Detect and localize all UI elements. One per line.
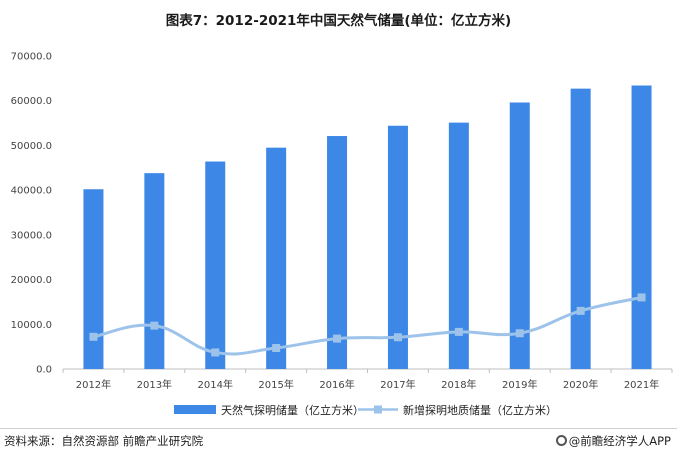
bar xyxy=(83,189,104,369)
legend-bar-label: 天然气探明储量（亿立方米） xyxy=(221,403,364,417)
brand-logo-icon xyxy=(555,435,567,446)
x-tick-label: 2019年 xyxy=(502,378,537,391)
brand-label: @前瞻经济学人APP xyxy=(555,433,671,449)
bar xyxy=(387,125,408,369)
y-axis: 0.0 10000.0 20000.0 30000.0 40000.0 50000.0 60… xyxy=(11,52,52,376)
x-axis: 2012年 2013年 2014年 2015年 2016年 2017年 2018年 2019年… xyxy=(62,369,673,391)
x-tick-label: 2014年 xyxy=(198,378,233,391)
legend: 天然气探明储量（亿立方米） 新增探明地质储量（亿立方米） xyxy=(174,403,557,417)
line-point xyxy=(393,333,402,342)
x-tick-label: 2012年 xyxy=(76,378,111,391)
line-path xyxy=(93,295,642,356)
y-tick-label: 50000.0 xyxy=(11,141,52,152)
y-tick-label: 40000.0 xyxy=(11,186,52,197)
y-tick-label: 0.0 xyxy=(36,365,52,376)
bar xyxy=(509,102,530,369)
bar-series xyxy=(83,85,652,370)
line-series xyxy=(89,293,646,357)
line-point xyxy=(454,327,463,336)
line-point xyxy=(211,348,220,357)
x-tick-label: 2020年 xyxy=(563,378,598,391)
y-tick-label: 60000.0 xyxy=(11,96,52,107)
x-tick-label: 2016年 xyxy=(319,378,354,391)
brand-text: @前瞻经济学人APP xyxy=(568,434,671,448)
line-point xyxy=(515,329,524,338)
x-tick-label: 2013年 xyxy=(137,378,172,391)
line-point xyxy=(150,321,159,330)
bar xyxy=(448,122,469,369)
legend-line-label: 新增探明地质储量（亿立方米） xyxy=(403,403,557,417)
line-point xyxy=(576,306,585,315)
bar xyxy=(205,161,226,369)
x-tick-label: 2021年 xyxy=(624,378,659,391)
chart-svg: 0.0 10000.0 20000.0 30000.0 40000.0 50000.0 60… xyxy=(11,52,673,417)
bar xyxy=(144,173,165,369)
bar xyxy=(266,147,287,369)
line-point xyxy=(333,334,342,343)
x-tick-label: 2015年 xyxy=(258,378,293,391)
x-tick-label: 2018年 xyxy=(441,378,476,391)
y-tick-label: 10000.0 xyxy=(11,320,52,331)
legend-line-marker xyxy=(374,405,382,414)
y-tick-label: 20000.0 xyxy=(11,275,52,286)
footer-divider xyxy=(0,428,677,429)
legend-bar-swatch xyxy=(174,405,216,414)
bar xyxy=(570,88,591,370)
y-tick-label: 70000.0 xyxy=(11,52,52,63)
bar xyxy=(327,136,348,369)
chart-title: 图表7：2012-2021年中国天然气储量(单位：亿立方米) xyxy=(165,13,512,29)
x-tick-label: 2017年 xyxy=(380,378,415,391)
y-tick-label: 30000.0 xyxy=(11,230,52,241)
line-point xyxy=(89,332,98,341)
bar xyxy=(631,85,652,370)
line-point xyxy=(637,293,646,302)
line-point xyxy=(272,343,281,352)
source-note: 资料来源：自然资源部 前瞻产业研究院 xyxy=(4,434,204,448)
